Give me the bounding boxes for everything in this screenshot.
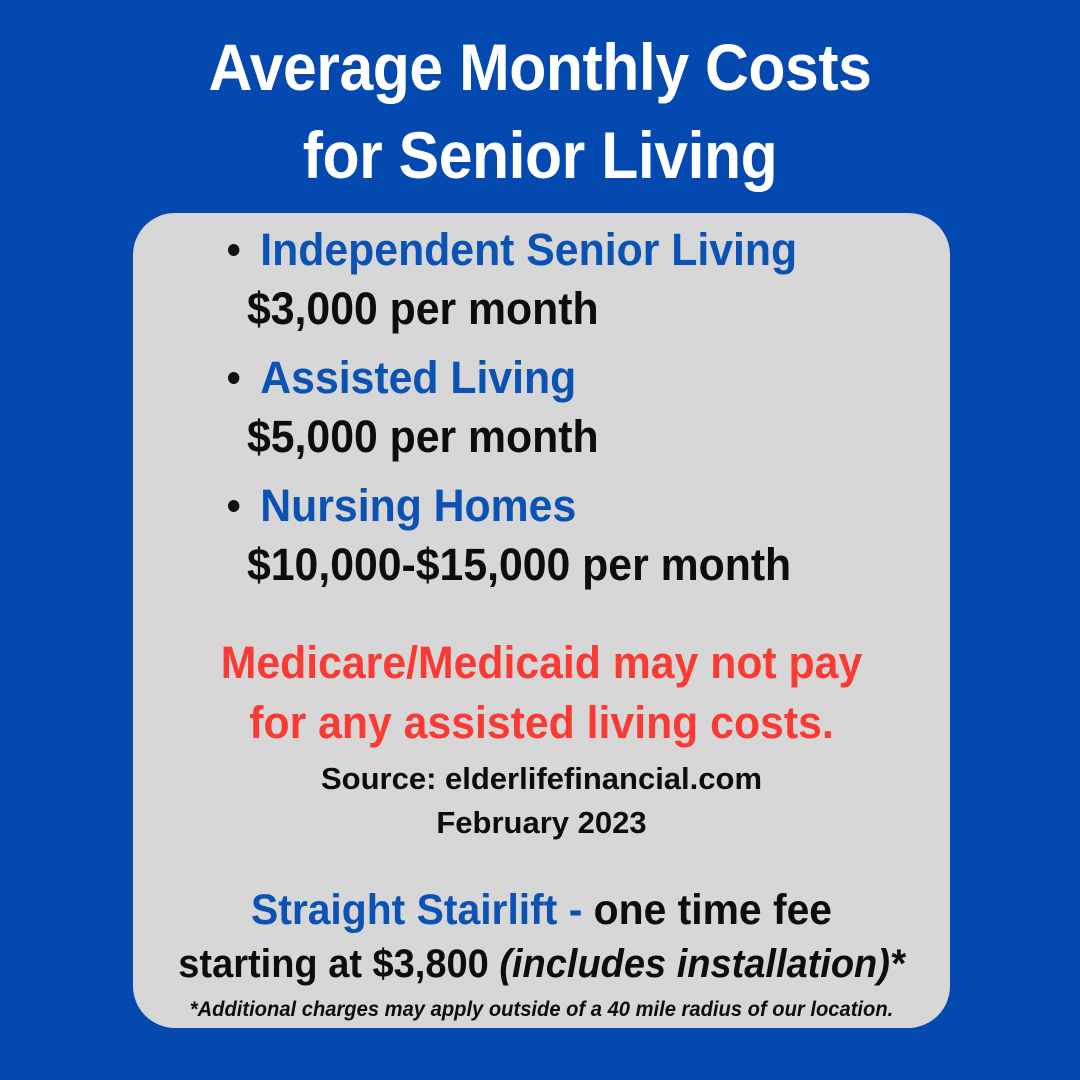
title-line-1: Average Monthly Costs xyxy=(208,30,872,104)
source-line: Source: elderlifefinancial.com xyxy=(320,761,763,796)
bullet-icon xyxy=(228,372,240,385)
cost-value: $3,000 per month xyxy=(247,282,599,334)
cost-value: $10,000-$15,000 per month xyxy=(247,538,792,590)
cost-category-text: Independent Senior Living xyxy=(260,224,798,275)
bullet-icon xyxy=(228,500,240,513)
cost-list: Independent Senior Living $3,000 per mon… xyxy=(133,221,950,605)
offer-headline: Straight Stairlift - one time fee xyxy=(153,883,929,938)
offer-headline-rest: one time fee xyxy=(582,886,833,934)
source-attribution: Source: elderlifefinancial.com February … xyxy=(133,757,950,845)
bullet-icon xyxy=(228,244,240,257)
list-item: Independent Senior Living $3,000 per mon… xyxy=(133,221,950,339)
cost-category-label: Independent Senior Living xyxy=(133,221,909,280)
list-item: Assisted Living $5,000 per month xyxy=(133,349,950,467)
offer-price: starting at $3,800 xyxy=(178,942,500,987)
title-line-2: for Senior Living xyxy=(302,117,778,192)
offer-fine-print: *Additional charges may apply outside of… xyxy=(189,998,894,1022)
cost-category-label: Nursing Homes xyxy=(133,477,909,536)
source-date: February 2023 xyxy=(436,805,647,841)
list-item: Nursing Homes $10,000-$15,000 per month xyxy=(133,477,950,595)
content-card: Independent Senior Living $3,000 per mon… xyxy=(133,213,950,1028)
cost-category-label: Assisted Living xyxy=(133,349,909,408)
warning-line-2: for any assisted living costs. xyxy=(249,696,834,748)
stairlift-offer: Straight Stairlift - one time fee starti… xyxy=(133,883,950,1023)
warning-line-1: Medicare/Medicaid may not pay xyxy=(220,637,863,688)
offer-price-line: starting at $3,800 (includes installatio… xyxy=(153,938,929,990)
warning-text: Medicare/Medicaid may not pay for any as… xyxy=(153,633,929,753)
offer-price-note: (includes installation)* xyxy=(499,942,905,987)
cost-value: $5,000 per month xyxy=(247,410,599,462)
cost-category-text: Nursing Homes xyxy=(260,479,577,531)
page-title: Average Monthly Costs for Senior Living xyxy=(43,24,1037,200)
offer-brand: Straight Stairlift - xyxy=(250,886,583,934)
cost-category-text: Assisted Living xyxy=(260,351,577,403)
